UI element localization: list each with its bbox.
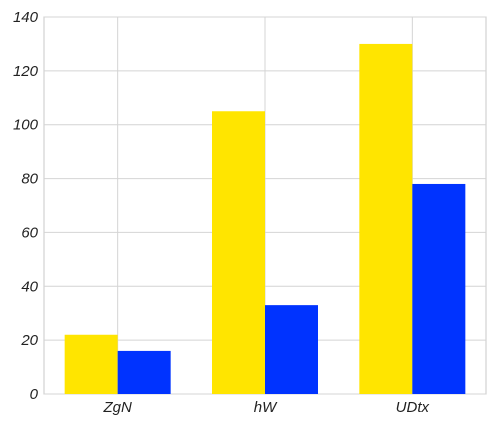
- y-tick-label: 140: [13, 9, 39, 26]
- y-tick-label: 80: [21, 171, 38, 188]
- bar-layer: [64, 43, 466, 395]
- bar-series-2-hW: [265, 305, 318, 394]
- y-tick-label: 20: [20, 332, 38, 349]
- x-tick-label: hW: [254, 399, 278, 416]
- bar-series-1-UDtx: [359, 43, 413, 395]
- bar-series-1-ZgN: [64, 334, 118, 394]
- y-tick-label: 120: [13, 63, 39, 80]
- y-tick-label: 40: [21, 278, 38, 295]
- x-tick-label: UDtx: [396, 399, 430, 416]
- bar-series-1-hW: [212, 111, 265, 394]
- bar-series-2-ZgN: [117, 350, 171, 394]
- x-axis-tick-labels: ZgN hW UDtx: [102, 399, 429, 416]
- x-tick-label: ZgN: [102, 399, 132, 416]
- y-tick-label: 0: [30, 386, 39, 403]
- y-tick-label: 100: [13, 117, 39, 134]
- bar-series-2-UDtx: [412, 183, 466, 394]
- y-tick-label: 60: [21, 224, 38, 241]
- y-axis-tick-labels: 0 20 40 60 80 100 120 140: [13, 9, 39, 403]
